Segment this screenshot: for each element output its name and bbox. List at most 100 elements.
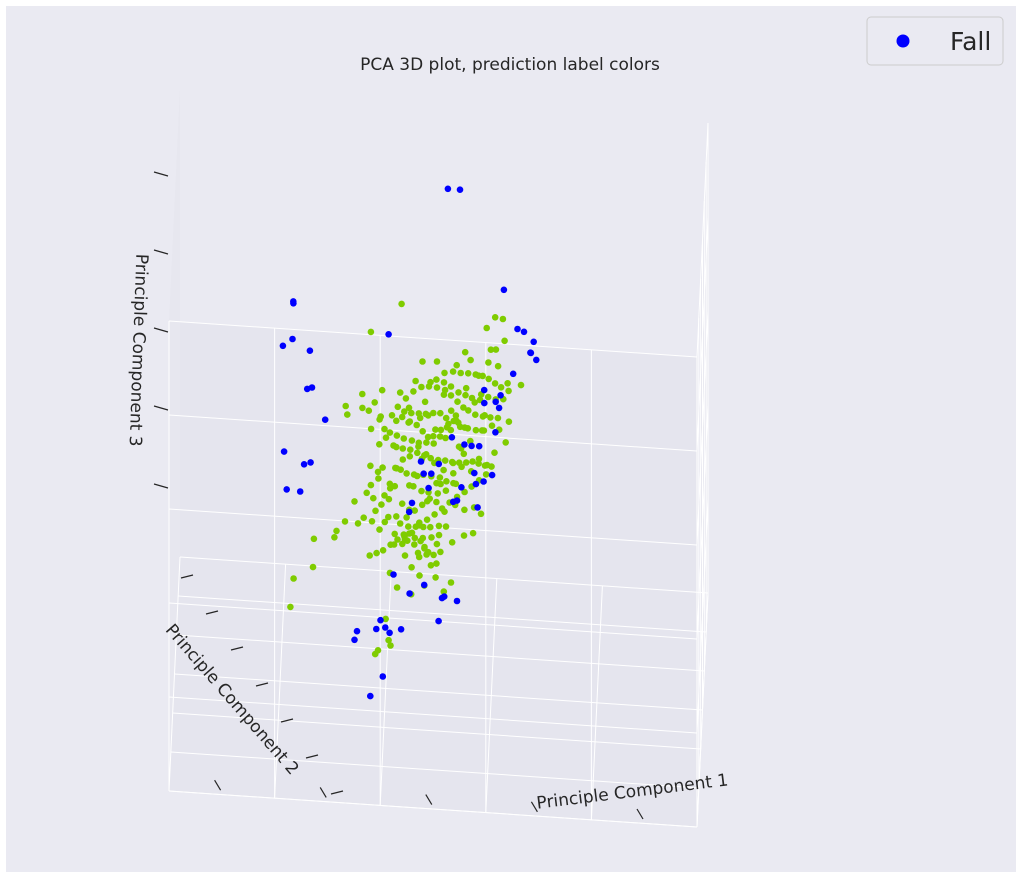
- scatter-point: [433, 376, 440, 383]
- scatter-point: [442, 523, 450, 530]
- scatter-point: [404, 537, 411, 544]
- grid-line: [178, 595, 707, 633]
- scatter-point: [415, 443, 422, 450]
- scatter-point: [436, 433, 444, 440]
- scatter-point: [465, 407, 472, 414]
- scatter-point: [411, 507, 419, 514]
- scatter-point-fall: [290, 300, 297, 307]
- grid-line: [168, 790, 698, 828]
- scatter-point: [394, 536, 401, 543]
- scatter-point: [430, 432, 437, 440]
- scatter-point: [430, 409, 437, 417]
- scatter-point-fall: [321, 416, 329, 424]
- scatter-point: [396, 520, 404, 527]
- scatter-point: [416, 572, 423, 579]
- scatter-point-fall: [386, 629, 393, 637]
- scatter-point: [485, 375, 493, 383]
- scatter-point: [374, 647, 382, 654]
- grid-line: [696, 404, 709, 640]
- scatter-point: [492, 346, 500, 353]
- scatter-point: [373, 549, 380, 557]
- scatter-point: [442, 414, 450, 422]
- scatter-point: [499, 315, 507, 323]
- scatter-point: [415, 410, 423, 417]
- scatter-point-fall: [533, 356, 540, 364]
- scatter-point: [393, 432, 401, 439]
- scatter-point: [483, 324, 491, 332]
- scatter-point-fall: [406, 590, 413, 597]
- scatter-point-fall: [492, 398, 500, 406]
- scatter-point: [408, 564, 415, 571]
- scatter-point: [494, 362, 502, 370]
- scatter-point: [411, 534, 419, 542]
- scatter-point: [421, 543, 428, 551]
- scatter-point: [408, 437, 416, 444]
- scatter-point: [472, 411, 479, 419]
- scatter-point: [462, 391, 469, 399]
- scatter-point: [351, 498, 358, 505]
- scatter-point: [440, 466, 447, 474]
- scatter-point: [342, 402, 350, 410]
- scatter-point: [423, 516, 431, 523]
- scatter-point: [447, 383, 455, 390]
- grid-line: [168, 696, 698, 734]
- scatter-point: [393, 584, 401, 591]
- scatter-point: [448, 539, 456, 546]
- grid-line: [174, 673, 703, 711]
- scatter-point: [411, 541, 418, 548]
- scatter-point: [481, 462, 489, 469]
- scatter-point-fall: [509, 370, 517, 378]
- scatter-point: [447, 579, 455, 586]
- x-axis-tick: [530, 801, 538, 813]
- y-axis-tick: [305, 754, 319, 759]
- scatter-point-fall: [351, 636, 358, 644]
- scatter-point: [386, 429, 394, 436]
- scatter-point: [440, 379, 448, 386]
- scatter-point: [403, 470, 410, 477]
- scatter-point: [424, 548, 432, 556]
- scatter-point-fall: [468, 442, 475, 450]
- scatter-point: [433, 479, 440, 487]
- scatter-point: [491, 314, 499, 321]
- scatter-point: [391, 482, 399, 490]
- scatter-point: [410, 471, 418, 478]
- scatter-point: [367, 425, 375, 433]
- scatter-point: [408, 409, 415, 417]
- scatter-point: [399, 445, 407, 452]
- z-axis-tick: [153, 483, 169, 489]
- scatter-point-fall: [435, 617, 442, 625]
- scatter-point: [462, 384, 470, 392]
- scatter-point: [461, 506, 468, 514]
- grid-line: [696, 122, 709, 358]
- scatter-point: [418, 487, 425, 495]
- scatter-point: [401, 408, 408, 415]
- scatter-point: [419, 534, 427, 542]
- scatter-point: [440, 588, 448, 595]
- grid-line: [168, 602, 698, 640]
- scatter-point-fall: [472, 480, 480, 488]
- scatter-point-fall: [520, 328, 528, 336]
- scatter-points: [279, 185, 540, 700]
- scatter-point: [414, 449, 421, 457]
- scatter-point: [415, 553, 423, 561]
- scatter-point-fall: [283, 486, 291, 493]
- scatter-point-fall: [408, 499, 416, 507]
- scatter-point: [405, 523, 412, 530]
- scatter-point: [437, 548, 444, 556]
- scatter-point-fall: [420, 470, 428, 478]
- scatter-point: [418, 383, 425, 391]
- y-axis-tick: [255, 682, 269, 687]
- grid-line: [696, 592, 709, 828]
- scatter-point: [398, 300, 405, 308]
- scatter-point: [426, 495, 434, 503]
- scatter-point-fall: [279, 342, 287, 350]
- scatter-point: [385, 636, 392, 644]
- scatter-point: [385, 495, 393, 503]
- scatter-point: [501, 337, 508, 345]
- scatter-point-fall: [397, 626, 405, 633]
- scatter-point: [433, 358, 441, 365]
- scatter-point-fall: [471, 469, 478, 477]
- scatter-point: [482, 471, 490, 478]
- scatter-point: [491, 449, 498, 457]
- scatter-point: [472, 371, 480, 378]
